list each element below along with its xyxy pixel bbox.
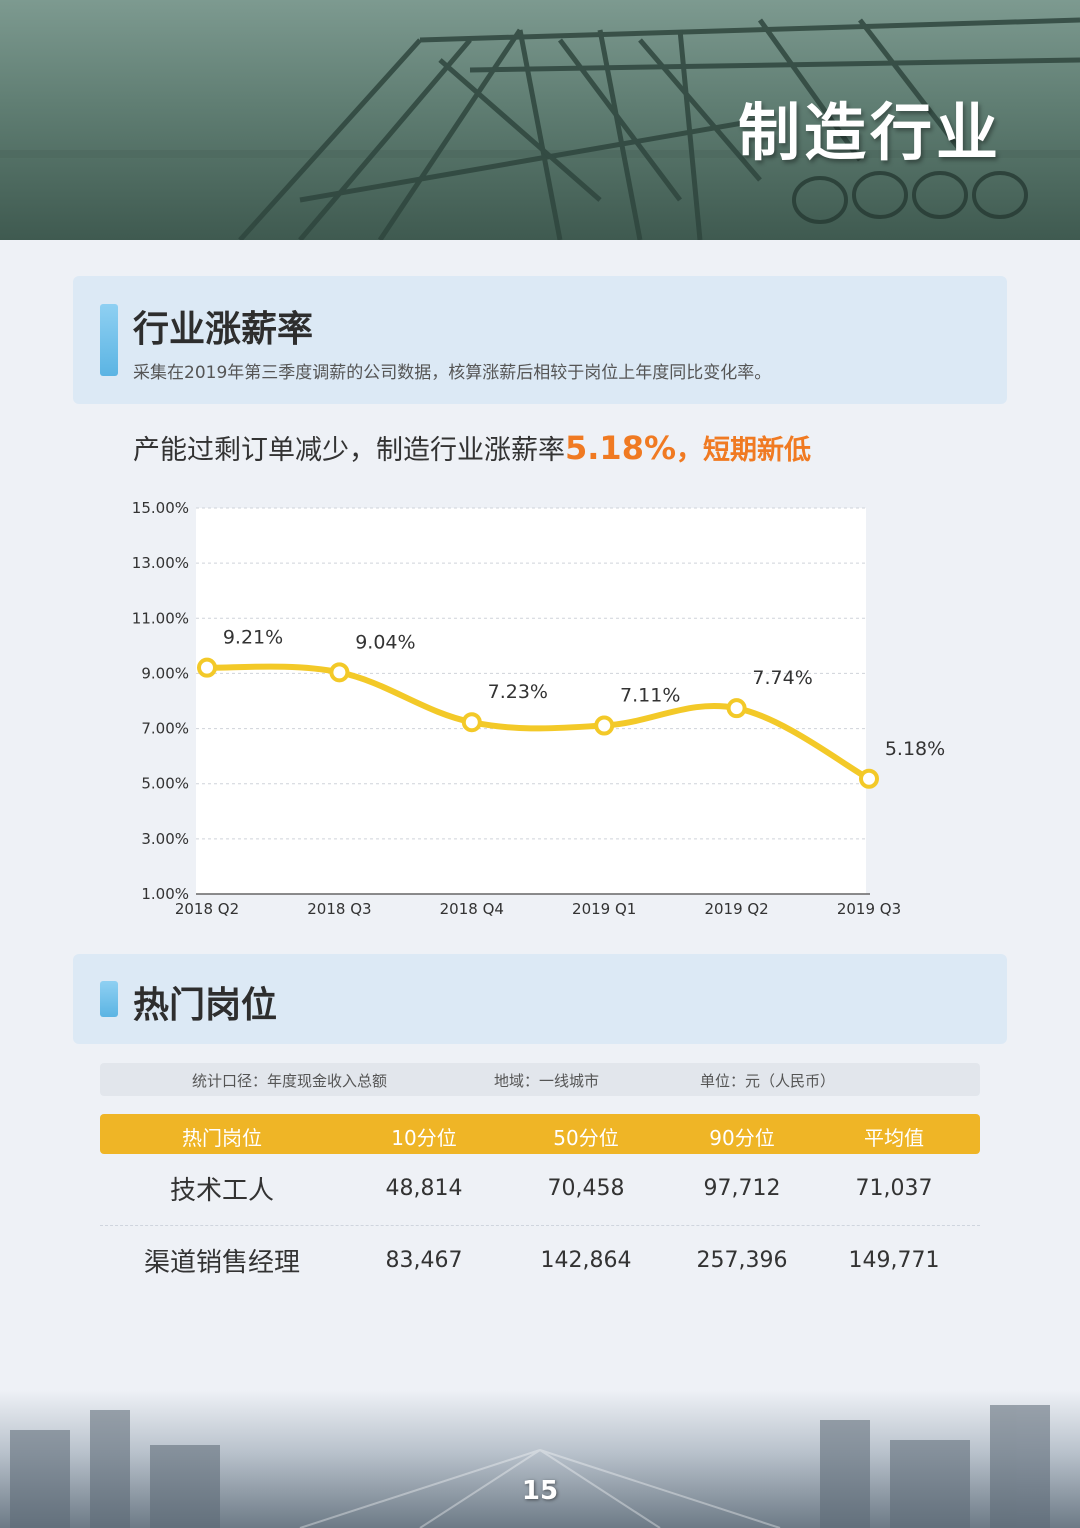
cell-position: 渠道销售经理 xyxy=(143,1248,300,1278)
cell-p10: 83,467 xyxy=(385,1248,463,1273)
footer-cityscape xyxy=(0,1390,1080,1528)
headline-suffix: 短期新低 xyxy=(703,435,812,466)
filter-region: 地域：一线城市 xyxy=(494,1072,600,1090)
section-description: 采集在2019年第三季度调薪的公司数据，核算涨薪后相较于岗位上年度同比变化率。 xyxy=(133,363,772,383)
y-tick-label: 11.00% xyxy=(132,609,189,627)
page-number: 15 xyxy=(521,1476,559,1506)
cityscape-illustration xyxy=(10,1405,1050,1528)
header-p10: 10分位 xyxy=(391,1126,457,1150)
header-p90: 90分位 xyxy=(709,1126,775,1150)
cell-p10: 48,814 xyxy=(385,1176,463,1201)
salary-increase-line-chart: 1.00% 3.00% 5.00% 7.00% 9.00% 11.00% 13.00% 15.… xyxy=(132,499,945,918)
section-title: 热门岗位 xyxy=(133,985,278,1026)
headline-prefix: 产能过剩订单减少，制造行业涨薪率 xyxy=(133,435,565,466)
cell-average: 71,037 xyxy=(855,1176,933,1201)
x-tick-label: 2018 Q4 xyxy=(440,900,504,918)
headline-value: 5.18% xyxy=(565,429,677,467)
cell-p90: 257,396 xyxy=(696,1248,788,1273)
x-tick-label: 2018 Q3 xyxy=(307,900,371,918)
data-label: 9.04% xyxy=(355,631,415,653)
table-header: 热门岗位 10分位 50分位 90分位 平均值 xyxy=(100,1114,980,1154)
cell-average: 149,771 xyxy=(848,1248,940,1273)
section-accent-bar xyxy=(100,304,118,376)
data-label: 7.74% xyxy=(752,667,812,689)
section-hot-positions: 热门岗位 xyxy=(73,954,1007,1044)
filter-metric: 统计口径：年度现金收入总额 xyxy=(192,1072,388,1090)
data-label: 7.23% xyxy=(488,681,548,703)
data-label: 7.11% xyxy=(620,685,680,707)
header-banner: 制造行业 xyxy=(0,0,1080,240)
crane-illustration xyxy=(0,17,1080,240)
data-point xyxy=(859,768,879,789)
data-point xyxy=(726,698,747,719)
section-salary-increase: 行业涨薪率 采集在2019年第三季度调薪的公司数据，核算涨薪后相较于岗位上年度同… xyxy=(73,276,1007,404)
cell-position: 技术工人 xyxy=(169,1176,274,1206)
section-title: 行业涨薪率 xyxy=(133,309,314,350)
table-row: 渠道销售经理 83,467 142,864 257,396 149,771 xyxy=(100,1234,980,1294)
series-line xyxy=(204,663,872,782)
y-tick-label: 3.00% xyxy=(141,830,189,848)
y-tick-label: 9.00% xyxy=(141,664,189,682)
data-point xyxy=(461,712,482,733)
table-row: 技术工人 48,814 70,458 97,712 71,037 xyxy=(100,1162,980,1226)
filter-unit: 单位：元（人民币） xyxy=(700,1072,836,1090)
x-tick-label: 2019 Q3 xyxy=(837,900,901,918)
x-tick-label: 2019 Q1 xyxy=(572,900,636,918)
cell-p50: 142,864 xyxy=(540,1248,632,1273)
cell-p90: 97,712 xyxy=(703,1176,781,1201)
y-tick-label: 5.00% xyxy=(141,775,189,793)
data-label: 5.18% xyxy=(885,738,945,760)
x-tick-label: 2019 Q2 xyxy=(704,900,768,918)
header-p50: 50分位 xyxy=(553,1126,619,1150)
data-point xyxy=(329,662,350,683)
headline-separator: ， xyxy=(676,435,704,466)
data-point xyxy=(594,715,615,736)
section-accent-bar xyxy=(100,981,118,1017)
y-tick-label: 13.00% xyxy=(132,554,189,572)
header-position: 热门岗位 xyxy=(182,1126,262,1150)
cell-p50: 70,458 xyxy=(547,1176,625,1201)
table-filter-row: 统计口径：年度现金收入总额 地域：一线城市 单位：元（人民币） xyxy=(100,1063,980,1096)
y-tick-label: 15.00% xyxy=(132,499,189,517)
y-tick-label: 1.00% xyxy=(141,885,189,903)
plot-area xyxy=(196,508,866,894)
page-title: 制造行业 xyxy=(737,96,1002,169)
data-label: 9.21% xyxy=(223,627,283,649)
header-average: 平均值 xyxy=(864,1126,924,1150)
x-tick-label: 2018 Q2 xyxy=(175,900,239,918)
chart-headline: 产能过剩订单减少，制造行业涨薪率5.18%，短期新低 xyxy=(133,428,811,467)
y-tick-label: 7.00% xyxy=(141,720,189,738)
data-point xyxy=(197,657,217,678)
